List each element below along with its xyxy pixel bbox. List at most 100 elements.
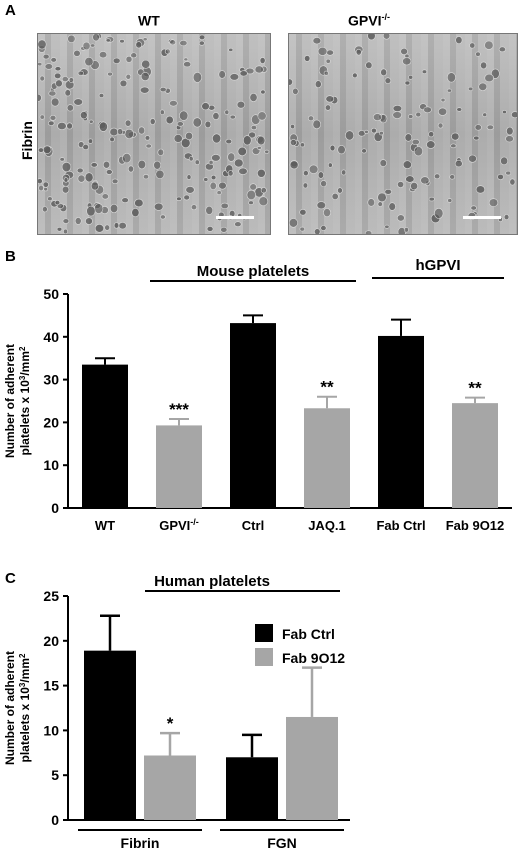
platelet-cell — [210, 174, 217, 181]
platelet-cell — [405, 175, 415, 183]
platelet-cell — [135, 41, 143, 49]
platelet-cell — [61, 185, 70, 194]
platelet-cell — [392, 111, 402, 119]
platelet-cell — [482, 112, 488, 117]
platelet-cell — [218, 70, 226, 79]
bar-Ctrl — [230, 323, 276, 508]
platelet-cell — [140, 72, 150, 82]
platelet-cell — [413, 146, 424, 157]
platelet-cell — [139, 86, 150, 94]
platelet-cell — [206, 226, 214, 232]
platelet-cell — [377, 201, 383, 207]
platelet-cell — [54, 72, 62, 79]
platelet-cell — [73, 98, 83, 106]
platelet-cell — [153, 202, 164, 211]
platelet-cell — [488, 198, 499, 207]
platelet-cell — [94, 203, 104, 214]
platelet-cell — [155, 169, 165, 179]
bar-FGN-Fab 9O12 — [286, 716, 338, 820]
platelet-cell — [66, 104, 74, 112]
platelet-cell — [48, 90, 57, 97]
platelet-cell — [59, 157, 65, 162]
platelet-cell — [352, 72, 358, 79]
platelet-cell — [104, 224, 110, 231]
chart-b: 0 10 20 30 40 50 WT *** GPVI-/- Ctrl ** JAQ.1 Fab Ct… — [3, 257, 512, 533]
platelet-cell — [90, 162, 98, 168]
chart-title: Human platelets — [154, 573, 270, 590]
platelet-cell — [502, 109, 507, 114]
platelet-cell — [109, 203, 119, 214]
platelet-cell — [404, 80, 411, 86]
platelet-cell — [169, 100, 178, 107]
platelet-cell — [378, 131, 384, 136]
y-tick-label: 25 — [43, 588, 59, 604]
platelet-cell — [55, 79, 63, 88]
platelet-cell — [400, 47, 408, 55]
platelet-cell — [164, 48, 171, 55]
platelet-cell — [475, 185, 486, 194]
platelet-cell — [212, 133, 222, 144]
platelet-cell — [74, 217, 82, 225]
platelet-cell — [421, 69, 428, 74]
platelet-cell — [408, 75, 414, 80]
scale-bar — [463, 216, 501, 219]
platelet-cell — [229, 114, 236, 120]
platelet-cell — [438, 107, 448, 116]
platelet-cell — [208, 159, 214, 166]
platelet-cell — [509, 178, 516, 186]
micro-title-wt: WT — [138, 12, 160, 29]
platelet-cell — [39, 75, 45, 82]
significance-mark: *** — [169, 400, 189, 419]
platelet-cell — [203, 177, 209, 182]
platelet-cell — [408, 114, 414, 119]
platelet-cell — [61, 161, 72, 173]
group-label: Fibrin — [121, 835, 160, 851]
platelet-cell — [107, 71, 113, 77]
panel-b-letter: B — [5, 248, 16, 265]
platelet-cell — [341, 169, 347, 176]
platelet-cell — [415, 111, 422, 118]
platelet-cell — [314, 80, 322, 89]
platelet-cell — [44, 63, 53, 70]
platelet-cell — [303, 170, 309, 177]
platelet-cell — [42, 53, 50, 60]
bar-Fab 9O12 — [452, 403, 498, 508]
platelet-cell — [88, 138, 94, 144]
platelet-cell — [225, 138, 233, 145]
platelet-cell — [220, 226, 228, 233]
platelet-cell — [302, 182, 309, 189]
y-tick-label: 20 — [43, 633, 59, 649]
platelet-cell — [323, 70, 329, 76]
platelet-cell — [90, 181, 99, 191]
significance-mark: * — [167, 714, 174, 733]
platelet-cell — [238, 167, 248, 175]
x-tick-label: WT — [95, 518, 115, 533]
platelet-cell — [264, 149, 270, 154]
platelet-cell — [331, 192, 339, 200]
platelet-cell — [384, 224, 390, 229]
platelet-cell — [324, 104, 332, 111]
platelet-cell — [447, 198, 453, 203]
platelet-cell — [254, 65, 264, 74]
platelet-cell — [124, 119, 132, 127]
platelet-cell — [246, 189, 256, 201]
platelet-cell — [220, 202, 229, 209]
platelet-cell — [474, 124, 482, 131]
platelet-cell — [440, 97, 446, 103]
platelet-cell — [388, 202, 396, 211]
platelet-cell — [159, 87, 167, 93]
platelet-cell — [82, 41, 91, 51]
y-tick-label: 0 — [51, 500, 59, 516]
platelet-cell — [122, 153, 132, 164]
platelet-cell — [484, 40, 494, 50]
panel-a-letter: A — [5, 2, 16, 19]
legend-label: Fab 9O12 — [282, 650, 345, 666]
platelet-cell — [179, 39, 188, 47]
platelet-cell — [109, 136, 115, 143]
platelet-cell — [176, 196, 182, 201]
platelet-cell — [256, 135, 266, 146]
platelet-cell — [404, 227, 409, 233]
platelet-cell — [364, 230, 373, 234]
platelet-cell — [506, 126, 514, 136]
platelet-cell — [119, 79, 128, 88]
